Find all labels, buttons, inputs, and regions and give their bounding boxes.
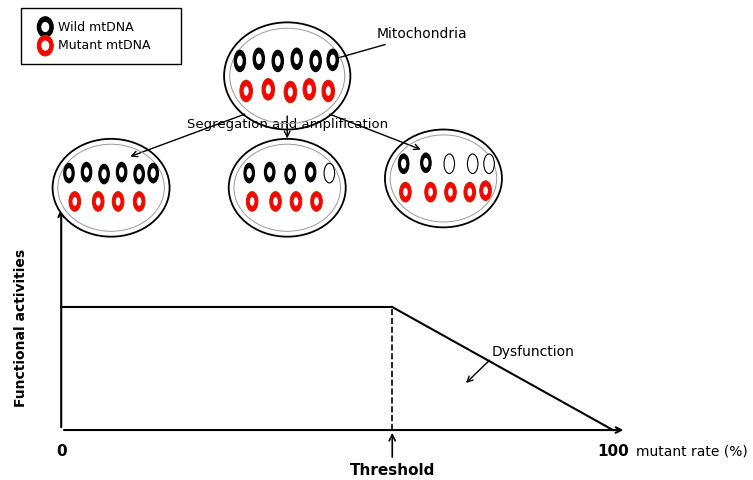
- Ellipse shape: [285, 164, 295, 184]
- Ellipse shape: [421, 153, 431, 173]
- Ellipse shape: [306, 84, 312, 94]
- Ellipse shape: [246, 192, 258, 211]
- Ellipse shape: [425, 182, 436, 202]
- Ellipse shape: [134, 164, 145, 184]
- Ellipse shape: [310, 50, 322, 72]
- Ellipse shape: [294, 53, 300, 64]
- Ellipse shape: [99, 164, 109, 184]
- Ellipse shape: [311, 192, 322, 211]
- Ellipse shape: [253, 48, 264, 70]
- Ellipse shape: [306, 162, 316, 182]
- Ellipse shape: [330, 55, 336, 65]
- Ellipse shape: [423, 158, 428, 168]
- Ellipse shape: [290, 192, 302, 211]
- Ellipse shape: [266, 84, 271, 94]
- Ellipse shape: [53, 139, 169, 237]
- Ellipse shape: [314, 197, 319, 206]
- Ellipse shape: [480, 181, 492, 201]
- Ellipse shape: [444, 154, 455, 174]
- Ellipse shape: [483, 186, 488, 195]
- Ellipse shape: [72, 197, 77, 206]
- Ellipse shape: [262, 79, 275, 100]
- Ellipse shape: [229, 139, 346, 237]
- Ellipse shape: [324, 163, 334, 183]
- Ellipse shape: [102, 169, 107, 179]
- Ellipse shape: [224, 23, 350, 130]
- Ellipse shape: [445, 182, 456, 202]
- Ellipse shape: [112, 192, 124, 211]
- Ellipse shape: [303, 79, 316, 100]
- Ellipse shape: [246, 168, 252, 178]
- Ellipse shape: [273, 197, 278, 206]
- Ellipse shape: [401, 159, 407, 168]
- Ellipse shape: [312, 56, 319, 66]
- Ellipse shape: [136, 169, 142, 179]
- Ellipse shape: [137, 197, 142, 206]
- Ellipse shape: [486, 159, 492, 168]
- Ellipse shape: [385, 130, 502, 228]
- Ellipse shape: [327, 168, 332, 178]
- Ellipse shape: [267, 167, 273, 177]
- Ellipse shape: [96, 197, 101, 206]
- Ellipse shape: [151, 168, 156, 178]
- Ellipse shape: [81, 162, 92, 182]
- Ellipse shape: [447, 159, 452, 168]
- Ellipse shape: [41, 22, 49, 32]
- Text: Mitochondria: Mitochondria: [328, 27, 468, 62]
- Ellipse shape: [119, 167, 124, 177]
- Ellipse shape: [291, 48, 303, 70]
- Ellipse shape: [84, 167, 89, 177]
- Ellipse shape: [322, 80, 334, 102]
- Ellipse shape: [275, 56, 281, 66]
- Ellipse shape: [284, 81, 297, 103]
- Ellipse shape: [133, 192, 145, 211]
- Ellipse shape: [398, 154, 409, 174]
- Ellipse shape: [468, 154, 478, 174]
- Text: Dysfunction: Dysfunction: [492, 345, 575, 359]
- Ellipse shape: [93, 192, 104, 211]
- Text: Wild mtDNA: Wild mtDNA: [58, 21, 133, 34]
- Ellipse shape: [270, 192, 282, 211]
- Text: Segregation and amplification: Segregation and amplification: [187, 119, 388, 132]
- Ellipse shape: [470, 159, 475, 168]
- Ellipse shape: [288, 169, 293, 179]
- Ellipse shape: [272, 50, 283, 72]
- Ellipse shape: [66, 168, 72, 178]
- Ellipse shape: [41, 40, 49, 51]
- Ellipse shape: [38, 17, 53, 37]
- Ellipse shape: [428, 188, 433, 196]
- Ellipse shape: [64, 163, 75, 183]
- Text: 0: 0: [56, 444, 66, 459]
- Ellipse shape: [250, 197, 255, 206]
- Ellipse shape: [38, 36, 53, 56]
- Ellipse shape: [244, 86, 248, 96]
- Ellipse shape: [400, 182, 411, 202]
- Ellipse shape: [464, 182, 476, 202]
- Text: 100: 100: [597, 444, 629, 459]
- Ellipse shape: [237, 56, 242, 66]
- Ellipse shape: [148, 163, 158, 183]
- Ellipse shape: [116, 197, 120, 206]
- Ellipse shape: [326, 86, 331, 96]
- Ellipse shape: [244, 163, 255, 183]
- Ellipse shape: [234, 50, 245, 72]
- Text: mutant rate (%): mutant rate (%): [636, 444, 748, 458]
- FancyBboxPatch shape: [21, 8, 181, 64]
- Ellipse shape: [69, 192, 81, 211]
- Ellipse shape: [403, 188, 408, 196]
- Ellipse shape: [448, 188, 453, 196]
- Ellipse shape: [116, 162, 127, 182]
- Ellipse shape: [294, 197, 298, 206]
- Ellipse shape: [288, 87, 293, 97]
- Text: Functional activities: Functional activities: [14, 249, 29, 407]
- Ellipse shape: [240, 80, 252, 102]
- Ellipse shape: [468, 188, 472, 196]
- Ellipse shape: [483, 154, 494, 174]
- Ellipse shape: [264, 162, 275, 182]
- Ellipse shape: [256, 53, 261, 64]
- Ellipse shape: [308, 167, 313, 177]
- Text: Threshold: Threshold: [349, 435, 435, 478]
- Ellipse shape: [327, 49, 338, 71]
- Text: Mutant mtDNA: Mutant mtDNA: [58, 39, 151, 52]
